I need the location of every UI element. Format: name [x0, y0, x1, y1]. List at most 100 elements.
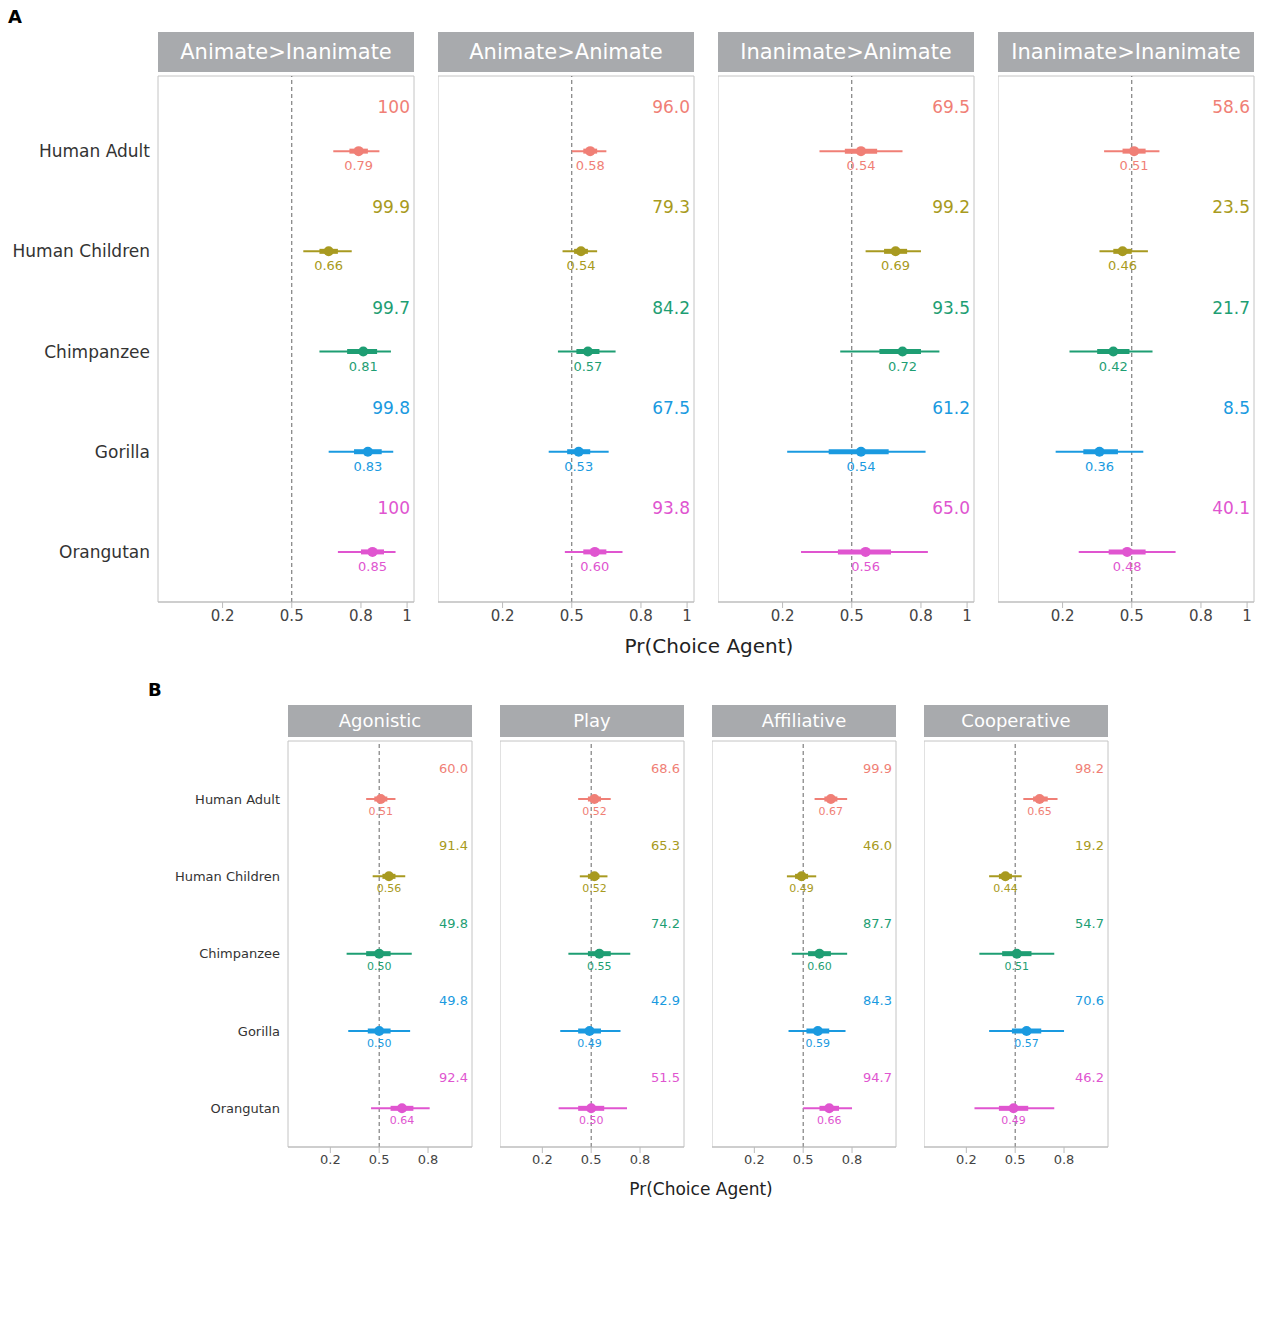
svg-text:0.8: 0.8: [630, 1152, 651, 1167]
svg-text:Orangutan: Orangutan: [210, 1101, 280, 1116]
svg-text:0.60: 0.60: [580, 559, 609, 574]
svg-text:0.5: 0.5: [1120, 607, 1144, 625]
svg-text:0.8: 0.8: [418, 1152, 439, 1167]
svg-text:65.3: 65.3: [651, 838, 680, 853]
svg-text:0.8: 0.8: [1054, 1152, 1075, 1167]
svg-text:0.2: 0.2: [491, 607, 515, 625]
svg-text:Orangutan: Orangutan: [59, 542, 150, 562]
svg-text:99.9: 99.9: [863, 761, 892, 776]
svg-text:100: 100: [378, 498, 410, 518]
svg-text:0.49: 0.49: [789, 882, 814, 895]
svg-text:0.56: 0.56: [851, 559, 880, 574]
svg-text:46.2: 46.2: [1075, 1070, 1104, 1085]
svg-text:84.2: 84.2: [652, 298, 690, 318]
svg-text:0.8: 0.8: [1189, 607, 1213, 625]
svg-text:0.50: 0.50: [367, 1037, 392, 1050]
svg-text:0.8: 0.8: [349, 607, 373, 625]
svg-text:0.2: 0.2: [532, 1152, 553, 1167]
svg-text:94.7: 94.7: [863, 1070, 892, 1085]
svg-text:61.2: 61.2: [932, 398, 970, 418]
svg-text:0.5: 0.5: [793, 1152, 814, 1167]
svg-text:0.49: 0.49: [577, 1037, 602, 1050]
svg-text:0.51: 0.51: [1005, 960, 1030, 973]
svg-text:0.81: 0.81: [349, 359, 378, 374]
svg-text:0.58: 0.58: [576, 158, 605, 173]
svg-text:65.0: 65.0: [932, 498, 970, 518]
svg-text:0.79: 0.79: [344, 158, 373, 173]
svg-text:93.8: 93.8: [652, 498, 690, 518]
svg-text:0.66: 0.66: [817, 1114, 842, 1127]
svg-text:99.9: 99.9: [372, 197, 410, 217]
svg-text:Chimpanzee: Chimpanzee: [44, 342, 150, 362]
svg-text:49.8: 49.8: [439, 916, 468, 931]
svg-text:99.7: 99.7: [372, 298, 410, 318]
svg-text:91.4: 91.4: [439, 838, 468, 853]
svg-text:0.50: 0.50: [579, 1114, 604, 1127]
svg-text:74.2: 74.2: [651, 916, 680, 931]
svg-text:42.9: 42.9: [651, 993, 680, 1008]
svg-text:1: 1: [962, 607, 972, 625]
svg-text:0.5: 0.5: [369, 1152, 390, 1167]
svg-text:0.36: 0.36: [1085, 459, 1114, 474]
svg-text:0.53: 0.53: [564, 459, 593, 474]
svg-text:0.5: 0.5: [1005, 1152, 1026, 1167]
svg-text:1: 1: [402, 607, 412, 625]
svg-text:0.51: 0.51: [369, 805, 394, 818]
svg-text:0.54: 0.54: [847, 158, 876, 173]
svg-text:0.2: 0.2: [211, 607, 235, 625]
svg-text:100: 100: [378, 97, 410, 117]
svg-text:98.2: 98.2: [1075, 761, 1104, 776]
svg-text:Human Adult: Human Adult: [195, 792, 280, 807]
svg-text:Human Adult: Human Adult: [39, 141, 150, 161]
svg-text:0.42: 0.42: [1099, 359, 1128, 374]
svg-text:51.5: 51.5: [651, 1070, 680, 1085]
svg-text:99.8: 99.8: [372, 398, 410, 418]
svg-text:49.8: 49.8: [439, 993, 468, 1008]
svg-text:0.57: 0.57: [573, 359, 602, 374]
svg-text:0.50: 0.50: [367, 960, 392, 973]
svg-text:96.0: 96.0: [652, 97, 690, 117]
svg-text:0.8: 0.8: [629, 607, 653, 625]
svg-text:0.49: 0.49: [1001, 1114, 1026, 1127]
svg-text:21.7: 21.7: [1212, 298, 1250, 318]
svg-text:Chimpanzee: Chimpanzee: [199, 946, 280, 961]
svg-text:0.55: 0.55: [587, 960, 612, 973]
svg-text:67.5: 67.5: [652, 398, 690, 418]
svg-text:19.2: 19.2: [1075, 838, 1104, 853]
svg-text:92.4: 92.4: [439, 1070, 468, 1085]
svg-text:84.3: 84.3: [863, 993, 892, 1008]
svg-text:69.5: 69.5: [932, 97, 970, 117]
svg-text:0.8: 0.8: [909, 607, 933, 625]
svg-text:0.48: 0.48: [1113, 559, 1142, 574]
svg-text:54.7: 54.7: [1075, 916, 1104, 931]
svg-text:0.66: 0.66: [314, 258, 343, 273]
svg-text:0.5: 0.5: [560, 607, 584, 625]
svg-text:0.2: 0.2: [1051, 607, 1075, 625]
svg-text:46.0: 46.0: [863, 838, 892, 853]
svg-text:0.67: 0.67: [819, 805, 844, 818]
svg-text:0.54: 0.54: [847, 459, 876, 474]
svg-text:0.5: 0.5: [280, 607, 304, 625]
svg-text:0.60: 0.60: [807, 960, 832, 973]
svg-text:0.5: 0.5: [840, 607, 864, 625]
svg-text:0.52: 0.52: [582, 805, 607, 818]
svg-text:0.56: 0.56: [377, 882, 402, 895]
svg-text:Gorilla: Gorilla: [238, 1024, 280, 1039]
svg-text:1: 1: [682, 607, 692, 625]
svg-text:0.52: 0.52: [582, 882, 607, 895]
svg-text:0.64: 0.64: [390, 1114, 415, 1127]
svg-text:58.6: 58.6: [1212, 97, 1250, 117]
svg-text:0.2: 0.2: [320, 1152, 341, 1167]
svg-text:0.2: 0.2: [744, 1152, 765, 1167]
svg-text:87.7: 87.7: [863, 916, 892, 931]
svg-text:Human Children: Human Children: [175, 869, 280, 884]
svg-text:79.3: 79.3: [652, 197, 690, 217]
svg-text:23.5: 23.5: [1212, 197, 1250, 217]
svg-text:8.5: 8.5: [1223, 398, 1250, 418]
svg-text:0.54: 0.54: [567, 258, 596, 273]
svg-text:0.72: 0.72: [888, 359, 917, 374]
svg-text:0.2: 0.2: [956, 1152, 977, 1167]
svg-text:Gorilla: Gorilla: [95, 442, 150, 462]
svg-text:Human Children: Human Children: [13, 241, 150, 261]
svg-text:0.65: 0.65: [1027, 805, 1052, 818]
